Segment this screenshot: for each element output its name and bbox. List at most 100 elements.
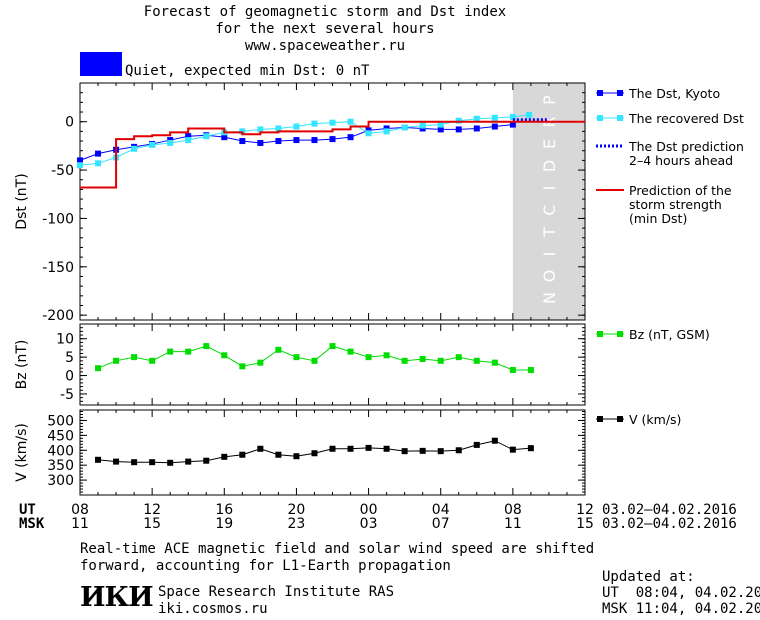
data-point (221, 134, 228, 141)
ut-tick-label: 08 (504, 502, 522, 518)
data-point (401, 124, 408, 131)
data-point (221, 352, 228, 359)
data-point (347, 348, 354, 355)
data-point (167, 459, 174, 466)
prediction-label-char: N (540, 292, 559, 304)
data-point (419, 447, 426, 454)
data-point (167, 139, 174, 146)
data-point (365, 444, 372, 451)
legend-label: V (km/s) (629, 412, 681, 427)
data-point (311, 137, 318, 144)
legend-label: The Dst, Kyoto (628, 86, 720, 101)
institute-site[interactable]: iki.cosmos.ru (158, 601, 268, 617)
y-axis-label: Dst (nT) (14, 173, 30, 229)
panel-frame (79, 323, 586, 406)
y-tick-label: -50 (51, 163, 74, 179)
data-point (473, 357, 480, 364)
website-url[interactable]: www.spaceweather.ru (244, 38, 406, 54)
msk-tick-label: 07 (432, 516, 450, 532)
ut-tick-label: 00 (360, 502, 378, 518)
prediction-label-char: O (540, 270, 559, 283)
page-title: Forecast of geomagnetic storm and Dst in… (143, 4, 507, 20)
data-point (149, 357, 156, 364)
y-tick-label: 0 (65, 369, 74, 385)
ut-tick-label: 04 (432, 502, 450, 518)
legend-label: 2–4 hours ahead (629, 153, 733, 168)
data-point (311, 120, 318, 127)
data-point (257, 445, 264, 452)
msk-tick-label: 15 (143, 516, 161, 532)
y-tick-label: -150 (42, 260, 74, 276)
prediction-label-char: E (540, 139, 559, 149)
ut-date-range: 03.02–04.02.2016 (602, 502, 737, 518)
data-point (239, 138, 246, 145)
y-tick-label: 0 (65, 115, 74, 131)
data-point (149, 141, 156, 148)
y-tick-label: 500 (47, 413, 74, 429)
msk-tick-label: 11 (504, 516, 522, 532)
data-point (401, 448, 408, 455)
prediction-label-char: T (540, 227, 559, 238)
legend-label: The recovered Dst (628, 111, 744, 126)
y-axis-label: Bz (nT) (14, 340, 30, 390)
storm-strength-line (80, 120, 585, 189)
ut-axis-label: UT (19, 502, 36, 518)
legend-marker (617, 115, 623, 121)
updated-ut: UT 08:04, 04.02.2016 (602, 585, 760, 601)
data-point (149, 459, 156, 466)
data-point (257, 139, 264, 146)
prediction-label-char: I (540, 252, 559, 257)
data-point (221, 453, 228, 460)
data-point (455, 126, 462, 133)
prediction-label-char: I (540, 186, 559, 191)
data-point (293, 123, 300, 130)
data-point (131, 459, 138, 466)
data-point (419, 355, 426, 362)
series-2-0 (95, 437, 534, 466)
data-point (311, 450, 318, 457)
x-axis-labels: 08 12 16 20 00 04 08 12 11 15 19 23 03 07 11 15 (71, 502, 594, 532)
data-point (95, 456, 102, 463)
data-point (509, 367, 516, 374)
footnote-line1: Real-time ACE magnetic field and solar w… (80, 541, 595, 557)
data-point (203, 343, 210, 350)
data-point (257, 359, 264, 366)
ut-tick-label: 12 (143, 502, 161, 518)
data-point (527, 445, 534, 452)
data-point (131, 354, 138, 361)
data-point (509, 121, 516, 128)
panel-frame (79, 82, 586, 321)
data-point (167, 348, 174, 355)
data-point (77, 157, 83, 164)
data-point (185, 458, 192, 465)
data-point (347, 134, 354, 141)
data-point (95, 365, 102, 372)
y-tick-label: 400 (47, 443, 74, 459)
data-point (293, 354, 300, 361)
data-point (491, 123, 498, 130)
data-point (293, 137, 300, 144)
y-tick-label: 450 (47, 428, 74, 444)
data-point (383, 352, 390, 359)
prediction-label-char: P (540, 95, 559, 105)
status-text: Quiet, expected min Dst: 0 nT (125, 63, 370, 79)
data-point (473, 115, 480, 122)
data-point (329, 119, 336, 126)
legend-marker (597, 416, 603, 422)
legend-label: (min Dst) (629, 211, 687, 226)
data-point (95, 160, 102, 167)
data-point (329, 343, 336, 350)
data-point (437, 357, 444, 364)
data-point (347, 445, 354, 452)
msk-date-range: 03.02–04.02.2016 (602, 516, 737, 532)
data-point (275, 125, 282, 132)
data-point (365, 130, 372, 137)
legend-marker (597, 115, 603, 121)
data-point (239, 363, 246, 370)
data-point (275, 138, 282, 145)
legend-item: Bz (nT, GSM) (596, 327, 710, 342)
data-point (239, 451, 246, 458)
data-point (203, 457, 210, 464)
